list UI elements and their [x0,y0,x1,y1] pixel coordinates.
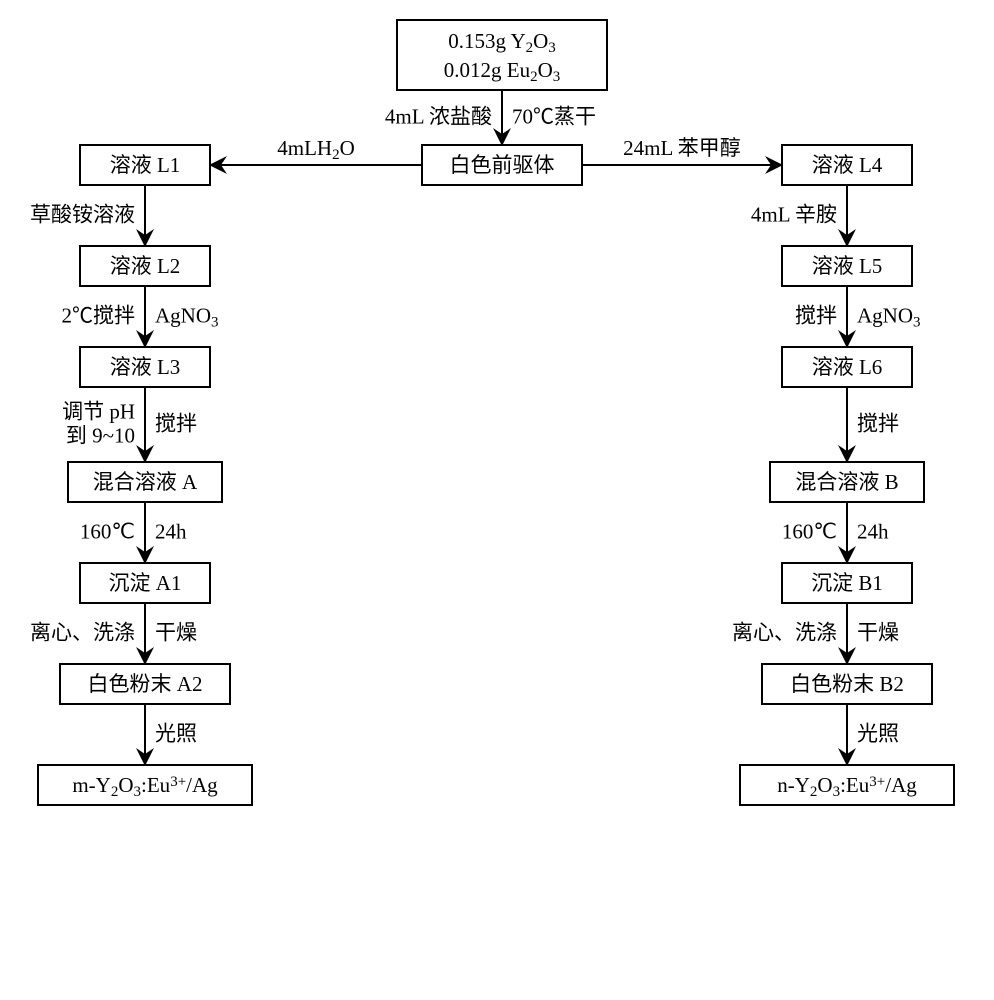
svg-text:160℃: 160℃ [782,520,837,544]
svg-text:24mL 苯甲醇: 24mL 苯甲醇 [623,136,741,160]
svg-text:沉淀 B1: 沉淀 B1 [811,571,883,595]
svg-text:离心、洗涤: 离心、洗涤 [732,621,837,645]
svg-text:m-Y2O3:Eu3+/Ag: m-Y2O3:Eu3+/Ag [72,773,218,800]
svg-text:0.012g Eu2O3: 0.012g Eu2O3 [444,58,561,85]
svg-text:AgNO3: AgNO3 [857,304,921,331]
svg-text:溶液 L3: 溶液 L3 [110,355,181,379]
svg-text:搅拌: 搅拌 [795,304,837,328]
svg-text:n-Y2O3:Eu3+/Ag: n-Y2O3:Eu3+/Ag [777,773,917,800]
svg-text:到 9~10: 到 9~10 [66,424,135,448]
svg-text:溶液 L6: 溶液 L6 [812,355,883,379]
svg-text:4mL 浓盐酸: 4mL 浓盐酸 [385,105,492,129]
svg-text:沉淀 A1: 沉淀 A1 [109,571,182,595]
svg-text:2℃搅拌: 2℃搅拌 [62,304,136,328]
svg-text:24h: 24h [155,520,187,544]
svg-text:0.153g Y2O3: 0.153g Y2O3 [448,29,556,56]
svg-text:4mLH2O: 4mLH2O [277,136,355,163]
svg-text:白色前驱体: 白色前驱体 [450,153,555,177]
flowchart-diagram: 0.153g Y2O30.012g Eu2O3 白色前驱体 溶液 L1 溶液 L2 溶液… [0,0,994,1000]
svg-text:干燥: 干燥 [155,621,197,645]
svg-text:干燥: 干燥 [857,621,899,645]
svg-text:4mL 辛胺: 4mL 辛胺 [751,203,837,227]
svg-text:白色粉末 A2: 白色粉末 A2 [88,672,203,696]
svg-text:24h: 24h [857,520,889,544]
svg-text:搅拌: 搅拌 [857,412,899,436]
svg-text:混合溶液 A: 混合溶液 A [93,470,198,494]
svg-text:溶液 L5: 溶液 L5 [812,254,883,278]
svg-text:溶液 L1: 溶液 L1 [110,153,181,177]
svg-text:光照: 光照 [155,722,197,746]
svg-text:70℃蒸干: 70℃蒸干 [512,105,596,129]
svg-text:离心、洗涤: 离心、洗涤 [30,621,135,645]
svg-text:160℃: 160℃ [80,520,135,544]
svg-text:光照: 光照 [857,722,899,746]
svg-text:溶液 L2: 溶液 L2 [110,254,181,278]
svg-text:AgNO3: AgNO3 [155,304,219,331]
svg-text:调节 pH: 调节 pH [62,400,135,424]
svg-text:草酸铵溶液: 草酸铵溶液 [30,203,135,227]
svg-text:溶液 L4: 溶液 L4 [812,153,883,177]
svg-text:混合溶液 B: 混合溶液 B [795,470,898,494]
svg-text:搅拌: 搅拌 [155,412,197,436]
svg-text:白色粉末 B2: 白色粉末 B2 [790,672,904,696]
